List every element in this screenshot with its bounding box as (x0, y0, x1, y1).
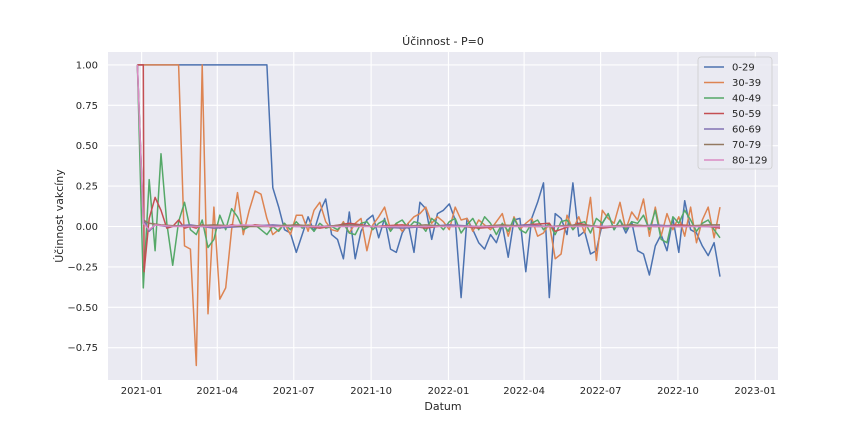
legend: 0-29 30-39 40-49 50-59 60-69 70-79 80-129 (697, 56, 773, 170)
y-axis-ticks: 1.00 0.75 0.50 0.25 0.00 −0.25 −0.50 −0.75 (67, 60, 98, 354)
y-tick-label: −0.25 (67, 262, 98, 273)
y-tick-label: −0.75 (67, 343, 98, 354)
legend-label: 50-59 (732, 109, 761, 120)
series-lines (136, 64, 721, 367)
x-axis-ticks: 2021-01 2021-04 2021-07 2021-10 2022-01 2022-… (121, 386, 776, 397)
legend-label: 30-39 (732, 78, 761, 89)
series-line-80-129 (136, 64, 720, 231)
x-tick-label: 2021-10 (350, 386, 392, 397)
y-tick-label: 1.00 (76, 60, 98, 71)
x-tick-label: 2022-10 (657, 386, 699, 397)
legend-label: 40-49 (732, 94, 761, 105)
y-tick-label: 0.25 (76, 182, 98, 193)
x-tick-label: 2021-04 (196, 386, 238, 397)
y-tick-label: 0.75 (76, 101, 98, 112)
x-tick-label: 2022-04 (503, 386, 545, 397)
y-axis-label: Účinnost vakcíny (53, 169, 66, 263)
legend-box (697, 56, 773, 170)
y-tick-label: 0.50 (76, 141, 98, 152)
x-tick-label: 2022-07 (580, 386, 622, 397)
legend-label: 0-29 (732, 63, 755, 74)
y-tick-label: −0.50 (67, 303, 98, 314)
legend-label: 60-69 (732, 125, 761, 136)
series-line-30-39 (137, 64, 721, 367)
y-tick-label: 0.00 (76, 222, 98, 233)
x-tick-label: 2023-01 (734, 386, 776, 397)
x-tick-label: 2022-01 (428, 386, 470, 397)
legend-label: 70-79 (732, 140, 761, 151)
legend-label: 80-129 (732, 156, 767, 167)
x-tick-label: 2021-01 (121, 386, 163, 397)
chart-title: Účinnost - P=0 (402, 35, 484, 48)
x-axis-label: Datum (424, 400, 461, 413)
x-tick-label: 2021-07 (273, 386, 315, 397)
